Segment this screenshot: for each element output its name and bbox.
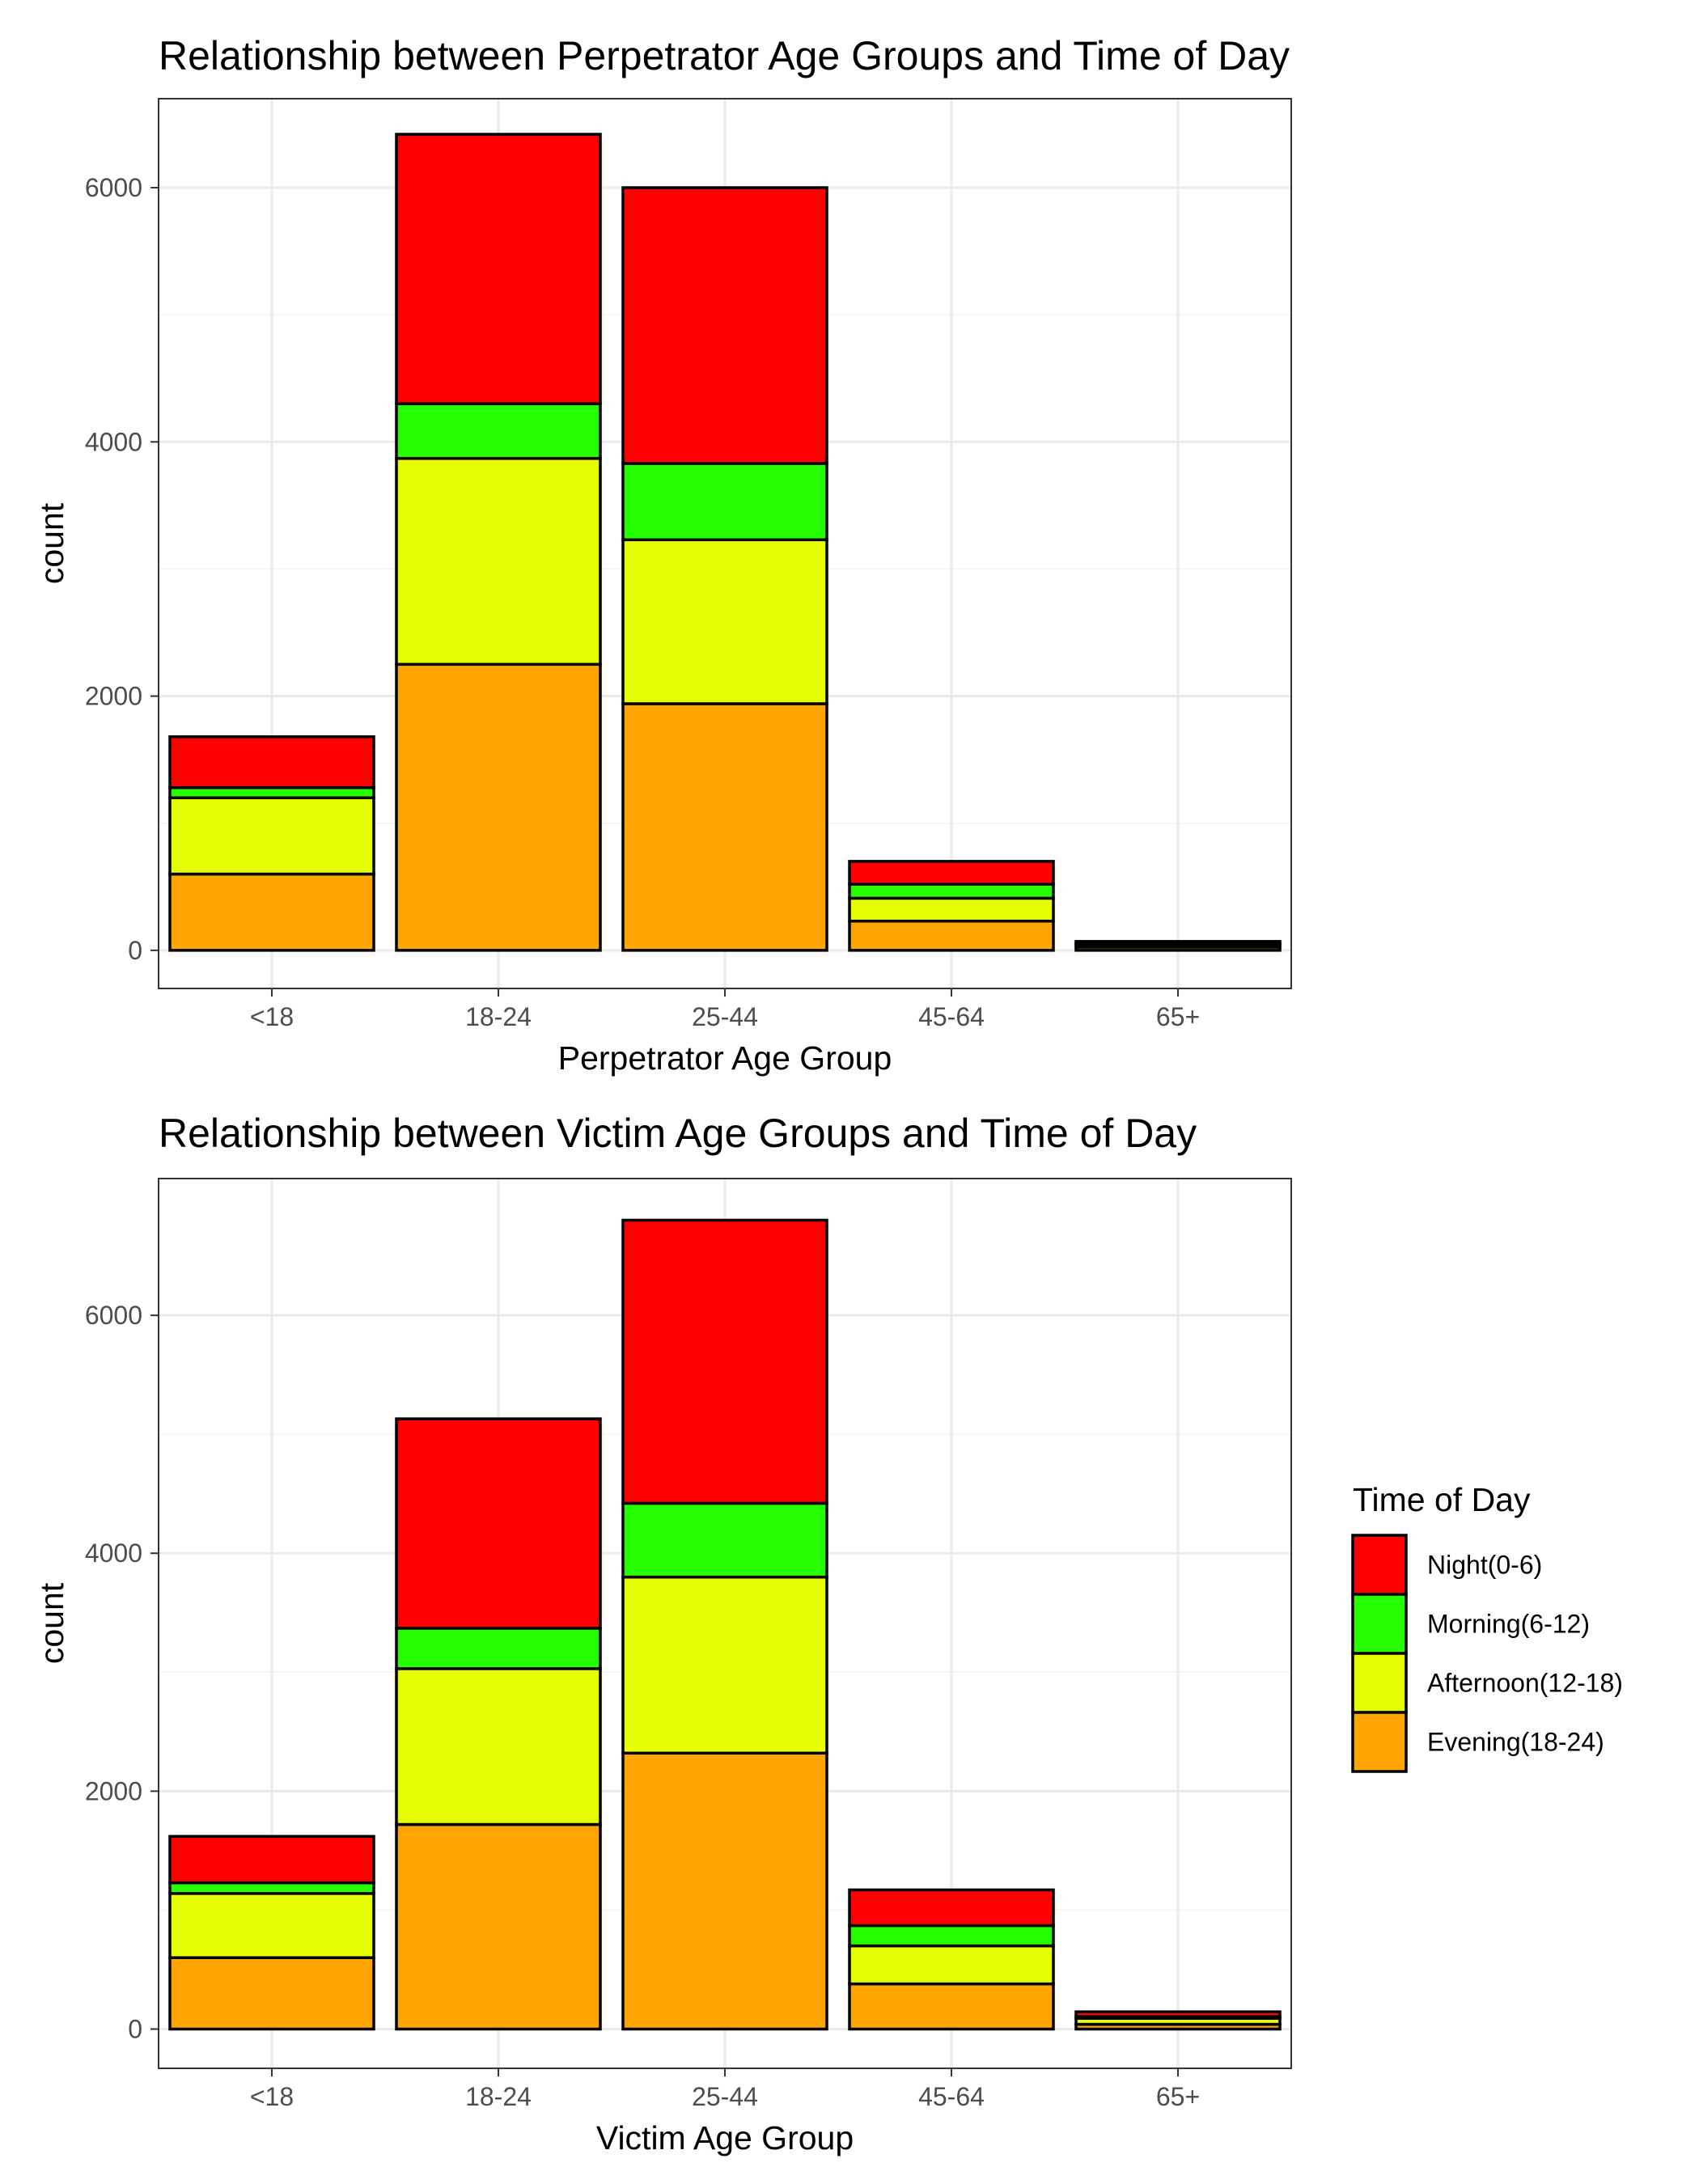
bar-segment [395, 1417, 602, 1630]
bar-segment [621, 1751, 828, 2031]
x-tick-label: 45-64 [918, 1002, 985, 1031]
bar-segment [395, 133, 602, 405]
x-tick-label: 65+ [1156, 2082, 1200, 2111]
bar-segment [848, 896, 1055, 923]
chart-title: Relationship between Perpetrator Age Gro… [159, 33, 1290, 78]
x-tick-label: 25-44 [692, 2082, 758, 2111]
victim-age-chart: 0 2000 4000 6000 <18 18-24 25-44 45-64 65+ Relati… [33, 1111, 1292, 2156]
x-axis-title: Victim Age Group [596, 2119, 854, 2156]
bar-segment [621, 538, 828, 705]
y-tick-label: 0 [128, 2014, 142, 2043]
x-tick-label: 45-64 [918, 2082, 985, 2111]
bar-segment [848, 919, 1055, 952]
legend-label: Evening(18-24) [1427, 1728, 1604, 1757]
bar-segment [848, 1924, 1055, 1948]
bar-segment [848, 882, 1055, 900]
bar-segment [168, 872, 375, 952]
bar-segment [168, 735, 375, 789]
bar-segment [168, 1892, 375, 1959]
bar-segment [395, 662, 602, 952]
legend-label: Afternoon(12-18) [1427, 1669, 1623, 1698]
legend-label: Morning(6-12) [1427, 1610, 1590, 1639]
bar-segment [621, 702, 828, 952]
bar-segment [848, 1888, 1055, 1928]
legend-title: Time of Day [1353, 1481, 1531, 1518]
bar-segment [621, 1501, 828, 1579]
y-tick-label: 4000 [85, 427, 142, 456]
bar-segment [621, 462, 828, 542]
chart-title: Relationship between Victim Age Groups a… [159, 1111, 1197, 1156]
bar-segment [621, 186, 828, 465]
bar-segment [1074, 2010, 1282, 2018]
x-axis-title: Perpetrator Age Group [558, 1039, 892, 1077]
bar-segment [395, 1627, 602, 1670]
bar-segment [621, 1218, 828, 1505]
x-tick-label: <18 [250, 2082, 294, 2111]
bar-segment [168, 796, 375, 876]
legend-key [1351, 1711, 1408, 1773]
perpetrator-age-chart: 0 2000 4000 6000 <18 18-24 25-44 45-64 65+ Relati… [33, 33, 1292, 1077]
x-tick-label: <18 [250, 1002, 294, 1031]
y-tick-label: 6000 [85, 173, 142, 202]
bar-segment [168, 1956, 375, 2031]
bar-segment [168, 1881, 375, 1895]
x-tick-label: 65+ [1156, 1002, 1200, 1031]
y-tick-label: 4000 [85, 1539, 142, 1568]
bar-segment [848, 1982, 1055, 2031]
y-axis-title: count [33, 1582, 70, 1664]
bar-segment [395, 456, 602, 667]
bar-segment [168, 785, 375, 800]
legend-label: Night(0-6) [1427, 1551, 1542, 1580]
legend-key [1351, 1593, 1408, 1655]
legend: Time of Day Night(0-6) Morning(6-12) Aftern… [1351, 1481, 1623, 1773]
y-tick-label: 6000 [85, 1301, 142, 1330]
y-tick-label: 0 [128, 936, 142, 965]
bar-segment [395, 402, 602, 460]
bar-segment [168, 1835, 375, 1885]
bar-segment [395, 1822, 602, 2031]
x-tick-label: 18-24 [465, 1002, 532, 1031]
bar-segment [848, 1944, 1055, 1986]
x-tick-label: 25-44 [692, 1002, 758, 1031]
legend-key [1351, 1652, 1408, 1714]
y-tick-label: 2000 [85, 682, 142, 711]
x-tick-label: 18-24 [465, 2082, 532, 2111]
legend-key [1351, 1534, 1408, 1596]
y-axis-title: count [33, 502, 70, 584]
bar-segment [848, 860, 1055, 886]
bar-segment [1074, 940, 1282, 945]
bar-segment [395, 1667, 602, 1826]
bar-segment [621, 1575, 828, 1755]
y-tick-label: 2000 [85, 1776, 142, 1805]
